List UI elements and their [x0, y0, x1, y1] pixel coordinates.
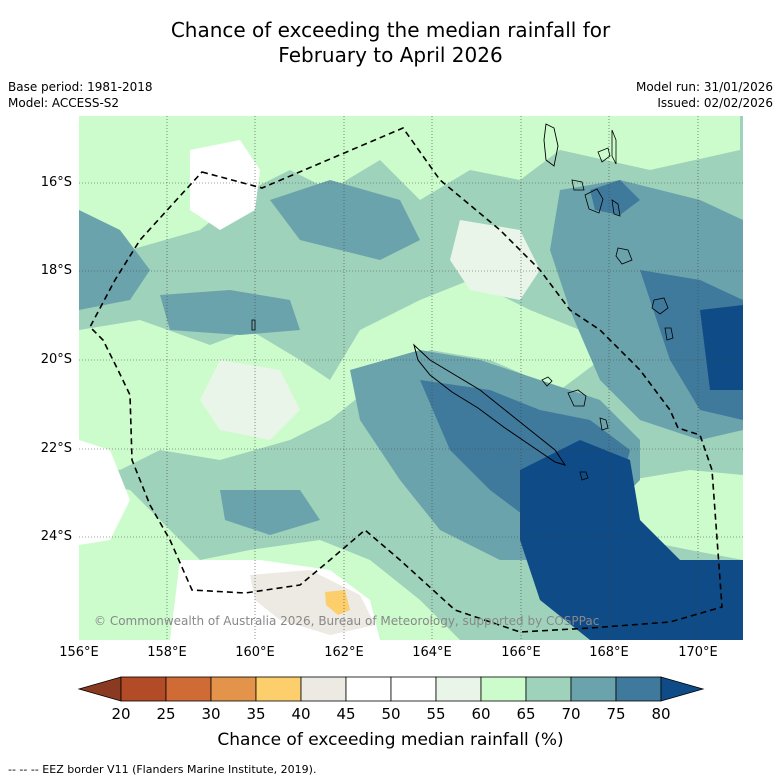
copyright-notice: © Commonwealth of Australia 2026, Bureau…	[94, 614, 600, 628]
vanuatu-island-9	[664, 327, 674, 341]
band-white-west	[79, 440, 130, 545]
band-over-80-south	[520, 440, 743, 640]
meta-right: Model run: 31/01/2026 Issued: 02/02/2026	[636, 79, 773, 111]
vanuatu-island-8	[651, 297, 669, 315]
colorbar-over-arrow	[660, 676, 705, 702]
band-70-75-west	[79, 210, 150, 310]
issued-date: Issued: 02/02/2026	[657, 96, 773, 110]
map-title-line2: February to April 2026	[278, 43, 503, 67]
colorbar-tick: 65	[516, 705, 536, 723]
colorbar-label: Chance of exceeding median rainfall (%)	[217, 730, 564, 750]
colorbar-segment	[525, 676, 572, 702]
map-grid	[79, 116, 743, 640]
colorbar-under-arrow	[77, 676, 122, 702]
vanuatu-island-1	[543, 123, 559, 167]
band-75-80-vanuatu	[590, 180, 640, 215]
colorbar-segment	[390, 676, 437, 702]
colorbar-tick: 75	[606, 705, 626, 723]
colorbar-segment	[615, 676, 662, 702]
loyalty-island-1	[541, 376, 553, 387]
colorbar-tick: 60	[471, 705, 491, 723]
colorbar-tick: 35	[246, 705, 266, 723]
map-title: Chance of exceeding the median rainfall …	[0, 18, 781, 68]
colorbar-segment	[300, 676, 347, 702]
colorbar-tick: 80	[651, 705, 671, 723]
lon-label: 166°E	[501, 645, 541, 660]
vanuatu-island-6	[611, 199, 621, 217]
colorbar-segment	[255, 676, 302, 702]
vanuatu-island-2	[597, 147, 611, 163]
colorbar-segment	[570, 676, 617, 702]
vanuatu-island-7	[615, 247, 633, 265]
lat-label: 20°S	[40, 352, 72, 367]
band-white-north	[190, 140, 260, 230]
lat-label: 24°S	[40, 529, 72, 544]
colorbar-segment	[210, 676, 257, 702]
isle-of-pines	[579, 471, 589, 481]
loyalty-island-3	[599, 417, 609, 431]
band-40-45-south	[250, 570, 375, 635]
loyalty-island-2	[567, 389, 587, 407]
eez-legend-note: -- -- -- EEZ border V11 (Flanders Marine…	[8, 763, 317, 776]
colorbar-tick: 45	[336, 705, 356, 723]
map-title-line1: Chance of exceeding the median rainfall …	[170, 18, 611, 42]
vanuatu-island-3	[611, 129, 617, 165]
vanuatu-island-4	[571, 179, 585, 191]
lon-label: 164°E	[412, 645, 452, 660]
lon-label: 168°E	[589, 645, 629, 660]
rainfall-map	[79, 116, 743, 640]
model-run: Model run: 31/01/2026	[635, 80, 773, 94]
colorbar-tick: 70	[561, 705, 581, 723]
colorbar-tick: 25	[156, 705, 176, 723]
colorbar-segment	[435, 676, 482, 702]
colorbar-tick: 50	[381, 705, 401, 723]
colorbar-segment	[120, 676, 167, 702]
colorbar-segment	[345, 676, 392, 702]
lon-label: 160°E	[235, 645, 275, 660]
lon-label: 158°E	[147, 645, 187, 660]
base-period: Base period: 1981-2018	[8, 80, 153, 94]
lon-label: 156°E	[59, 645, 99, 660]
vanuatu-island-5	[584, 188, 604, 214]
lon-label: 162°E	[324, 645, 364, 660]
colorbar-segment	[165, 676, 212, 702]
colorbar-tick: 40	[291, 705, 311, 723]
lat-label: 22°S	[40, 441, 72, 456]
colorbar-tick: 30	[201, 705, 221, 723]
band-over-80-east	[700, 305, 743, 390]
lat-label: 18°S	[40, 263, 72, 278]
band-55-60-west	[200, 360, 300, 440]
meta-left: Base period: 1981-2018 Model: ACCESS-S2	[8, 79, 153, 111]
band-70-75-southwest	[220, 490, 320, 535]
lon-label: 170°E	[678, 645, 718, 660]
band-70-75-midwest	[160, 290, 300, 335]
lat-label: 16°S	[40, 175, 72, 190]
band-60-65-central	[79, 280, 600, 470]
colorbar-segment	[480, 676, 527, 702]
colorbar-tick: 55	[426, 705, 446, 723]
band-55-60-centre	[450, 220, 540, 300]
band-70-75-north	[270, 180, 420, 260]
colorbar-tick: 20	[111, 705, 131, 723]
model-name: Model: ACCESS-S2	[8, 96, 120, 110]
reef-island-west	[251, 319, 256, 331]
new-caledonia-coastline	[413, 343, 567, 466]
colorbar	[77, 676, 705, 702]
